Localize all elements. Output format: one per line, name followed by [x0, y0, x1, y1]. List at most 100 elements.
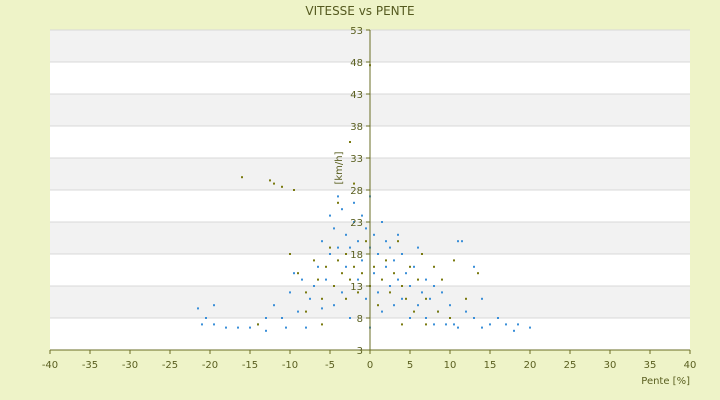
x-ticks: -40 -35 -30 -25 -20 -15 -10 -5 0 5 10 15 20 25 30 35 40	[42, 350, 697, 371]
data-point	[409, 317, 411, 319]
y-tick-label: 43	[350, 90, 363, 101]
data-point	[389, 285, 391, 287]
data-point	[329, 246, 331, 249]
data-point	[301, 278, 303, 281]
y-tick-label: 3	[357, 346, 363, 357]
x-tick-label: -20	[202, 360, 218, 371]
data-point	[489, 323, 491, 326]
data-point	[361, 259, 363, 262]
data-point	[337, 259, 339, 262]
data-point	[409, 265, 411, 268]
data-point	[389, 246, 391, 249]
data-point	[353, 265, 355, 268]
data-point	[293, 189, 295, 191]
x-tick-label: -40	[42, 360, 58, 371]
data-point	[341, 208, 343, 211]
data-point	[285, 326, 287, 329]
data-point	[317, 278, 319, 281]
data-point	[281, 185, 283, 188]
data-point	[329, 253, 331, 255]
data-point	[333, 304, 335, 307]
data-point	[385, 265, 387, 268]
x-axis-label: Pente [%]	[641, 376, 690, 387]
data-point	[517, 323, 519, 326]
data-point	[465, 297, 467, 300]
data-point	[453, 259, 455, 262]
data-point	[397, 233, 399, 236]
data-point	[473, 317, 475, 319]
data-point	[429, 297, 431, 300]
data-point	[473, 265, 475, 268]
data-point	[425, 278, 427, 281]
data-point	[513, 329, 515, 332]
data-point	[297, 310, 299, 313]
x-tick-label: 25	[564, 360, 577, 371]
x-tick-label: -5	[325, 360, 335, 371]
data-point	[333, 285, 335, 287]
data-point	[433, 265, 435, 268]
data-point	[213, 323, 215, 326]
y-tick-label: 13	[350, 282, 363, 293]
data-point	[381, 221, 383, 223]
data-point	[425, 323, 427, 326]
data-point	[477, 272, 479, 275]
data-point	[321, 323, 323, 326]
data-point	[465, 310, 467, 313]
data-point	[393, 304, 395, 307]
data-point	[393, 259, 395, 262]
y-tick-label: 53	[350, 26, 363, 37]
y-tick-label: 18	[350, 250, 363, 261]
data-point	[357, 278, 359, 281]
y-axis-label: [km/h]	[334, 151, 345, 184]
data-point	[445, 323, 447, 326]
data-points	[197, 64, 531, 332]
data-point	[449, 317, 451, 319]
data-point	[401, 323, 403, 326]
data-point	[345, 253, 347, 255]
data-point	[357, 291, 359, 294]
data-point	[353, 182, 355, 185]
data-point	[373, 272, 375, 275]
x-tick-label: 0	[367, 360, 373, 371]
data-point	[269, 179, 271, 182]
data-point	[457, 240, 459, 243]
data-point	[397, 278, 399, 281]
data-point	[453, 323, 455, 326]
data-point	[457, 326, 459, 329]
data-point	[313, 259, 315, 262]
data-point	[349, 141, 351, 143]
x-tick-label: 15	[484, 360, 497, 371]
x-tick-label: 40	[684, 360, 697, 371]
data-point	[377, 291, 379, 294]
y-tick-label: 38	[350, 122, 363, 133]
data-point	[405, 272, 407, 275]
x-tick-label: -35	[82, 360, 98, 371]
data-point	[337, 201, 339, 204]
data-point	[305, 291, 307, 294]
data-point	[273, 182, 275, 185]
y-tick-label: 28	[350, 186, 363, 197]
data-point	[341, 291, 343, 294]
data-point	[441, 291, 443, 294]
data-point	[341, 272, 343, 275]
data-point	[337, 246, 339, 249]
data-point	[305, 310, 307, 313]
data-point	[313, 285, 315, 287]
x-tick-label: 20	[524, 360, 537, 371]
data-point	[225, 326, 227, 329]
data-point	[325, 278, 327, 281]
data-point	[397, 240, 399, 243]
data-point	[421, 253, 423, 255]
chart-title: VITESSE vs PENTE	[305, 4, 414, 18]
data-point	[401, 253, 403, 255]
data-point	[321, 240, 323, 243]
data-point	[381, 310, 383, 313]
data-point	[413, 265, 415, 268]
data-point	[497, 317, 499, 319]
data-point	[305, 326, 307, 329]
data-point	[317, 265, 319, 268]
data-point	[281, 317, 283, 319]
data-point	[333, 227, 335, 230]
data-point	[201, 323, 203, 326]
data-point	[389, 291, 391, 294]
